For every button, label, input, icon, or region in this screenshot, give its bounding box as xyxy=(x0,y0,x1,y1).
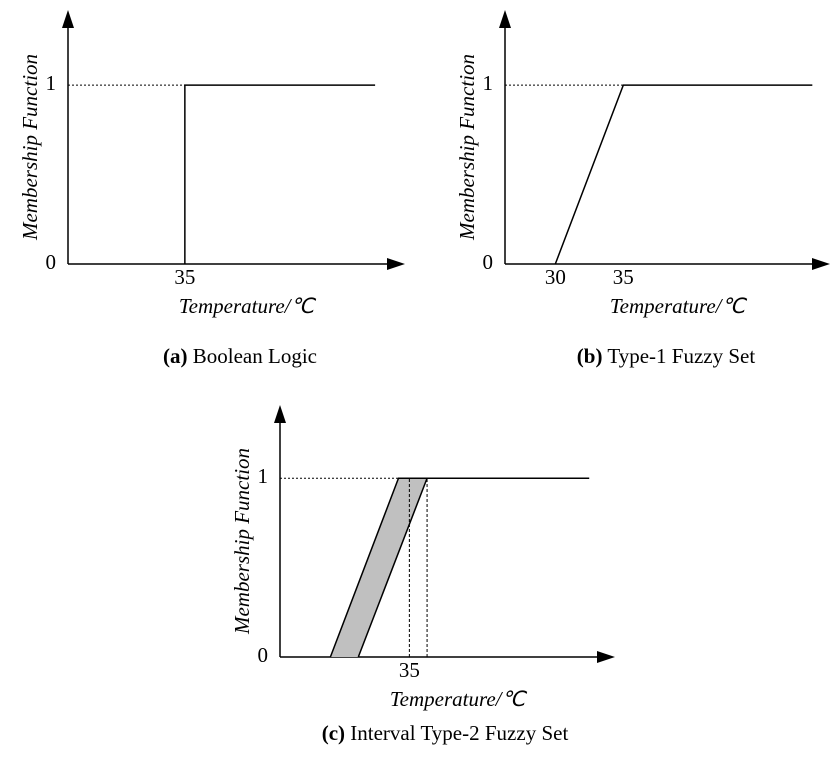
x-axis-arrow xyxy=(597,651,615,663)
membership-line xyxy=(184,84,376,264)
y-axis-label: Membership Function xyxy=(18,54,42,241)
caption-text: Interval Type-2 Fuzzy Set xyxy=(350,721,568,745)
y-axis-label: Membership Function xyxy=(455,54,479,241)
x-tick-label: 30 xyxy=(545,265,566,289)
footprint xyxy=(330,478,590,657)
caption-text: Boolean Logic xyxy=(193,344,317,368)
x-tick-label: 35 xyxy=(174,265,195,289)
x-axis-arrow xyxy=(387,258,405,270)
y-tick-label: 1 xyxy=(46,71,57,95)
y-axis-label: Membership Function xyxy=(230,448,254,635)
y-axis-arrow xyxy=(62,10,74,28)
y-tick-label: 0 xyxy=(46,250,57,274)
caption-text: Type-1 Fuzzy Set xyxy=(607,344,755,368)
membership-line xyxy=(357,477,590,658)
caption: (c) Interval Type-2 Fuzzy Set xyxy=(322,721,569,745)
x-tick-label: 35 xyxy=(613,265,634,289)
y-axis-arrow xyxy=(274,405,286,423)
caption-label: (b) xyxy=(577,344,603,368)
x-axis-label: Temperature/℃ xyxy=(610,294,748,318)
x-axis-arrow xyxy=(812,258,830,270)
caption-label: (c) xyxy=(322,721,345,745)
x-axis-label: Temperature/℃ xyxy=(390,687,528,711)
caption: (a) Boolean Logic xyxy=(163,344,317,368)
membership-line xyxy=(554,84,813,265)
caption-label: (a) xyxy=(163,344,188,368)
x-axis-label: Temperature/℃ xyxy=(179,294,317,318)
caption: (b) Type-1 Fuzzy Set xyxy=(577,344,756,368)
y-tick-label: 0 xyxy=(483,250,494,274)
y-tick-label: 0 xyxy=(258,643,269,667)
x-tick-label: 35 xyxy=(399,658,420,682)
y-tick-label: 1 xyxy=(483,71,494,95)
y-tick-label: 1 xyxy=(258,464,269,488)
y-axis-arrow xyxy=(499,10,511,28)
